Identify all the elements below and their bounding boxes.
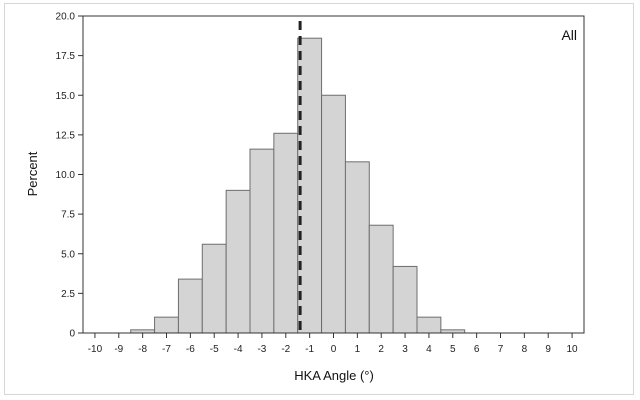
x-tick-label: -7: [162, 344, 171, 355]
x-tick-label: 3: [402, 344, 408, 355]
x-tick-label: 0: [331, 344, 337, 355]
histogram-bar: [392, 265, 418, 334]
x-tick-label: 1: [355, 344, 361, 355]
y-tick-label: 2.5: [61, 289, 75, 300]
x-axis-label: HKA Angle (°): [294, 368, 374, 383]
x-tick-label: 7: [498, 344, 504, 355]
ticks-layer: 02.55.07.510.012.515.017.520.0-10 -9 -8 -7-…: [56, 12, 579, 356]
panel-label: All: [561, 27, 577, 43]
x-tick-label: -8: [138, 344, 147, 355]
x-tick-label: -5: [210, 344, 219, 355]
x-tick-label: -2: [281, 344, 290, 355]
histogram-bar: [177, 278, 203, 334]
y-tick-label: 17.5: [56, 51, 76, 62]
x-tick-label: 4: [426, 344, 432, 355]
histogram-bar: [368, 224, 394, 334]
x-tick-label: -6: [186, 344, 195, 355]
histogram-bar: [249, 148, 275, 334]
x-tick-label: 9: [545, 344, 551, 355]
histogram-bar: [416, 316, 442, 334]
x-tick-label: -9: [114, 344, 123, 355]
x-tick-label: 2: [378, 344, 384, 355]
y-tick-label: 0: [69, 329, 75, 340]
x-tick-label: -1: [305, 344, 314, 355]
y-axis-label: Percent: [25, 151, 40, 196]
bars-layer: [130, 37, 466, 334]
histogram-bar: [344, 161, 370, 334]
x-tick-label: 6: [474, 344, 480, 355]
histogram-bar: [321, 94, 346, 334]
y-tick-label: 15.0: [56, 91, 76, 102]
y-tick-label: 5.0: [61, 249, 75, 260]
y-tick-label: 10.0: [56, 170, 76, 181]
x-tick-label: -10: [88, 344, 103, 355]
histogram-bar: [225, 189, 251, 334]
x-tick-label: 5: [450, 344, 456, 355]
x-tick-label: 8: [522, 344, 528, 355]
x-tick-label: -3: [257, 344, 266, 355]
y-tick-label: 7.5: [61, 210, 75, 221]
x-tick-label: 10: [567, 344, 579, 355]
histogram-bar: [154, 316, 179, 334]
y-tick-label: 12.5: [56, 130, 76, 141]
x-tick-label: -4: [234, 344, 243, 355]
y-tick-label: 20.0: [56, 12, 76, 23]
histogram-bar: [273, 132, 299, 334]
histogram-bar: [201, 243, 227, 334]
